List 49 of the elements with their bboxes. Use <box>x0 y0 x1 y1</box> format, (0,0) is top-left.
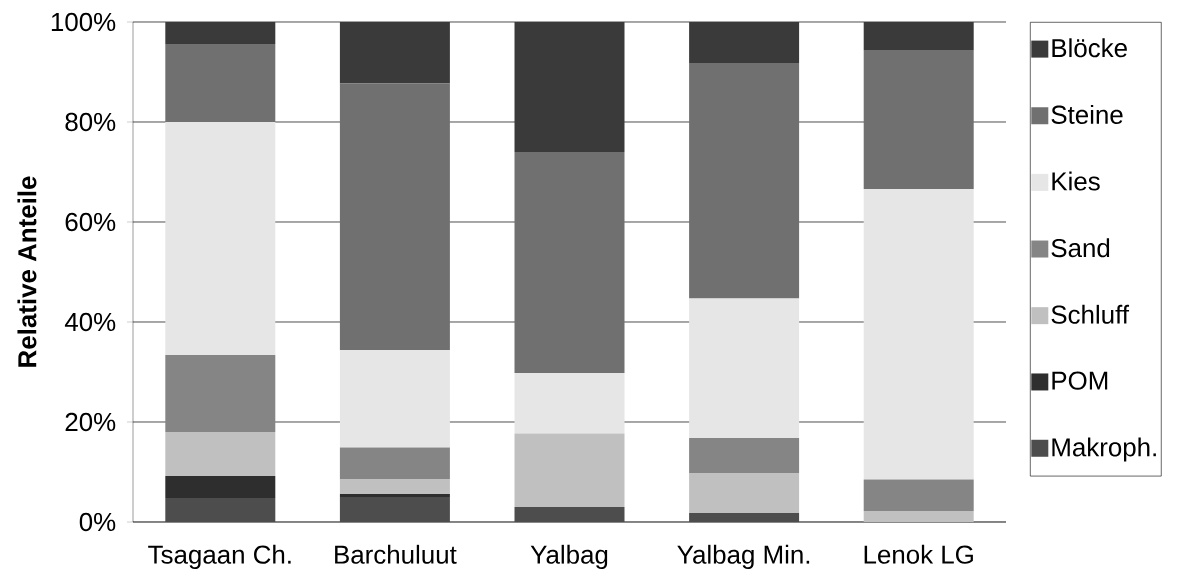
bar <box>165 21 276 44</box>
bar <box>689 62 800 299</box>
legend-label: POM <box>1052 371 1108 390</box>
bar <box>514 433 625 507</box>
bar <box>689 298 800 438</box>
bar <box>165 354 276 432</box>
bar <box>339 83 450 350</box>
bar <box>689 437 800 474</box>
bar <box>165 475 276 498</box>
bar <box>863 21 974 50</box>
legend-label: Makroph. <box>1052 437 1156 462</box>
bar <box>514 151 625 373</box>
bar <box>339 493 450 497</box>
bar <box>339 479 450 494</box>
x-tick-label: Yalbag <box>530 544 608 569</box>
bar <box>863 49 974 189</box>
legend-label: Kies <box>1052 171 1100 191</box>
bar <box>514 506 625 522</box>
bar <box>339 349 450 448</box>
bar <box>339 21 450 84</box>
bar <box>165 43 276 122</box>
bar <box>339 447 450 480</box>
bar <box>514 372 625 434</box>
legend-label: Schluff <box>1051 304 1130 324</box>
legend-label: Blöcke <box>1052 38 1127 58</box>
bar <box>165 121 276 355</box>
y-tick-label: 100% <box>51 12 116 32</box>
x-tick-label: Yalbag Min. <box>677 544 810 569</box>
bar <box>514 21 625 152</box>
y-tick-label: 0% <box>79 512 116 532</box>
bar <box>863 479 974 511</box>
bar <box>165 497 276 522</box>
bar <box>689 21 800 63</box>
y-tick-label: 60% <box>65 212 116 232</box>
bar <box>689 512 800 522</box>
bar <box>339 496 450 522</box>
x-tick-label: Tsagaan Ch. <box>148 544 291 569</box>
y-tick-label: 20% <box>65 412 116 432</box>
legend-label: Sand <box>1051 238 1110 258</box>
y-axis-title: Relative Anteile <box>17 176 37 367</box>
bar <box>165 431 276 476</box>
x-tick-label: Barchuluut <box>335 544 457 564</box>
y-tick-label: 80% <box>65 112 116 132</box>
bar <box>863 510 974 522</box>
y-tick-label: 40% <box>64 312 116 332</box>
bar <box>863 188 974 480</box>
x-tick-label: Lenok LG <box>864 544 973 564</box>
bar <box>689 473 800 513</box>
legend-label: Steine <box>1051 104 1123 124</box>
